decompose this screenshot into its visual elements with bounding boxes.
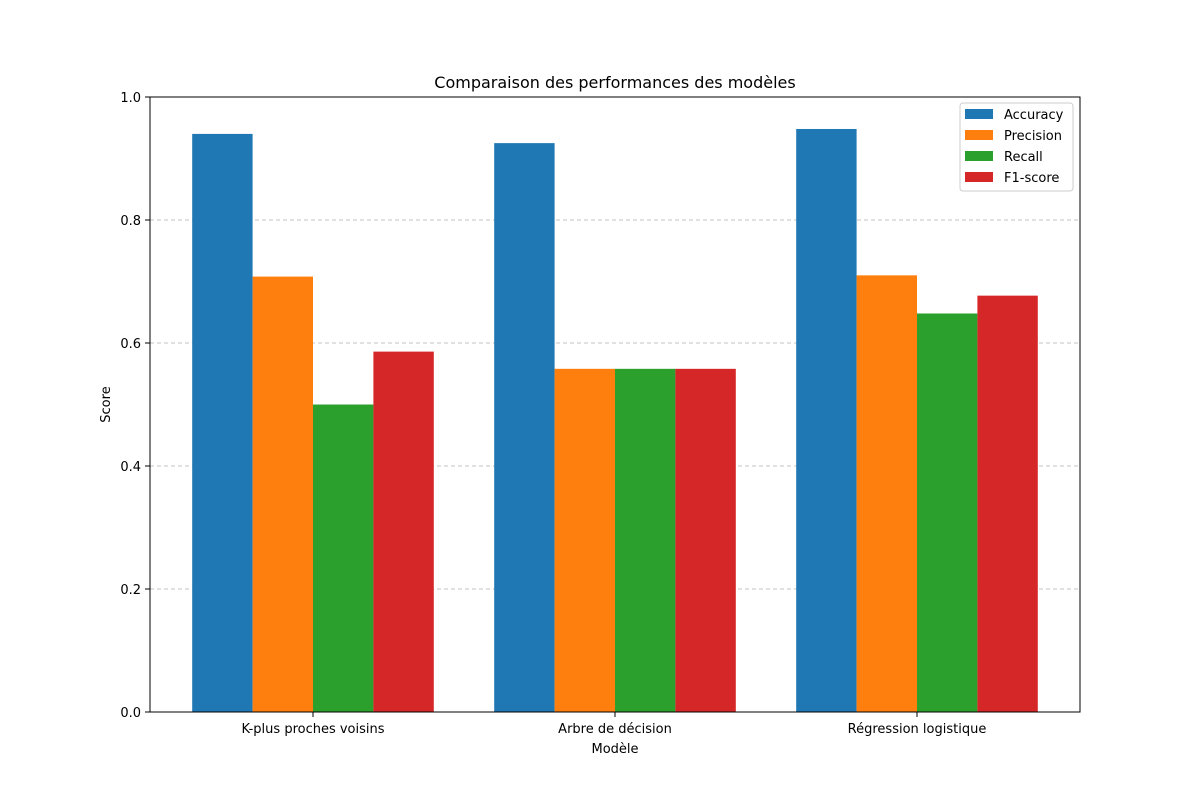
x-tick-label: K-plus proches voisins [241, 722, 384, 737]
y-tick-label: 0.2 [120, 583, 141, 598]
legend-label-precision: Precision [1004, 129, 1062, 144]
bar-f1-score-0 [373, 351, 434, 712]
bar-f1-score-2 [977, 295, 1038, 712]
legend-label-recall: Recall [1004, 150, 1043, 165]
legend-label-accuracy: Accuracy [1004, 108, 1064, 123]
bar-accuracy-0 [192, 133, 253, 712]
bar-recall-2 [917, 313, 978, 712]
legend: Accuracy Precision Recall F1-score [959, 102, 1074, 192]
y-axis-label: Score [99, 386, 114, 422]
bar-accuracy-1 [494, 143, 555, 712]
x-tick-label: Régression logistique [848, 722, 987, 737]
legend-swatch-f1-score [965, 172, 993, 182]
legend-label-f1-score: F1-score [1004, 171, 1059, 186]
y-axis: 0.0 0.2 0.4 0.6 0.8 1.0 [120, 91, 150, 721]
y-tick-label: 1.0 [120, 91, 141, 106]
bar-precision-0 [252, 276, 313, 712]
x-axis-label: Modèle [591, 742, 638, 757]
chart-title: Comparaison des performances des modèles [434, 73, 795, 92]
legend-swatch-recall [965, 151, 993, 161]
bar-f1-score-1 [675, 368, 736, 712]
y-tick-label: 0.8 [120, 214, 141, 229]
y-tick-label: 0.6 [120, 337, 141, 352]
y-tick-label: 0.0 [120, 706, 141, 721]
legend-swatch-accuracy [965, 109, 993, 119]
legend-swatch-precision [965, 130, 993, 140]
y-tick-label: 0.4 [120, 460, 141, 475]
bar-precision-2 [856, 275, 917, 712]
bar-accuracy-2 [796, 128, 857, 713]
bar-recall-1 [615, 368, 676, 712]
x-tick-label: Arbre de décision [558, 722, 672, 737]
legend-box [959, 102, 1074, 192]
bar-precision-1 [554, 368, 615, 712]
x-axis: K-plus proches voisins Arbre de décision R… [241, 712, 986, 737]
bar-recall-0 [313, 404, 374, 712]
bars [192, 128, 1038, 713]
